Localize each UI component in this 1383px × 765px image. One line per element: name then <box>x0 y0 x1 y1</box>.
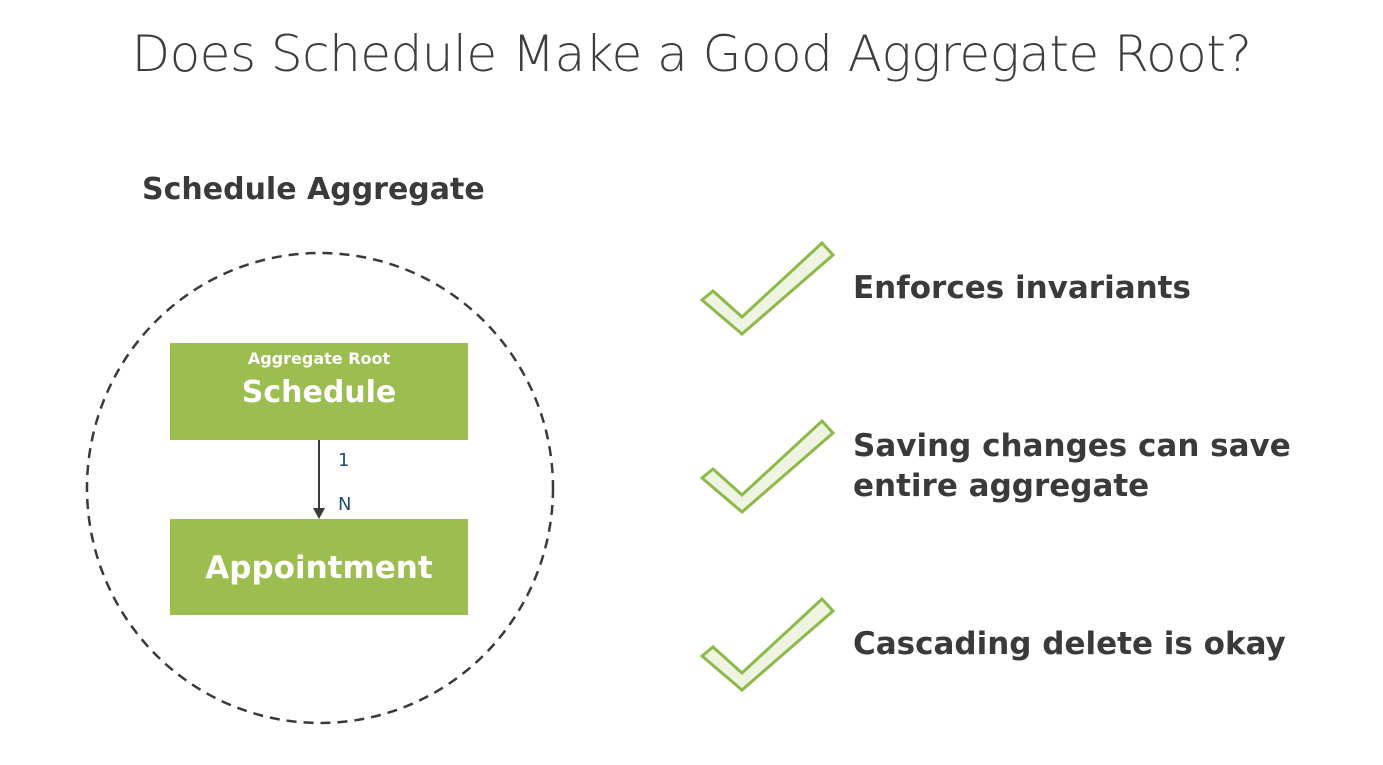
root-box-shape <box>170 343 468 440</box>
root-box-name: Schedule <box>242 375 397 410</box>
aggregate-diagram: Aggregate Root Schedule 1 N Appointment <box>85 251 555 725</box>
aggregate-root-box: Aggregate Root Schedule <box>170 343 468 440</box>
target-multiplicity: N <box>338 494 351 515</box>
slide-title: Does Schedule Make a Good Aggregate Root… <box>131 25 1252 83</box>
checklist-label-line1: Cascading delete is okay <box>853 626 1286 662</box>
checklist-label-line2: entire aggregate <box>853 468 1150 504</box>
child-box-name: Appointment <box>205 550 433 586</box>
checklist-item-cascading: Cascading delete is okay <box>700 594 1286 694</box>
checklist-item-invariants: Enforces invariants <box>700 238 1191 338</box>
aggregate-boundary-circle <box>85 251 555 725</box>
checkmark-icon <box>700 596 835 692</box>
checklist-label-line1: Enforces invariants <box>853 270 1191 306</box>
relationship-arrow: 1 N <box>313 440 351 519</box>
root-box-caption: Aggregate Root <box>248 349 391 368</box>
arrowhead-icon <box>313 508 325 519</box>
child-entity-box: Appointment <box>170 519 468 615</box>
checklist-item-saving: Saving changes can save entire aggregate <box>700 416 1291 516</box>
child-box-shape <box>170 519 468 615</box>
aggregate-label: Schedule Aggregate <box>142 172 485 207</box>
checkmark-icon <box>700 240 835 336</box>
checkmark-icon <box>700 418 835 514</box>
source-multiplicity: 1 <box>338 450 349 471</box>
checklist-label-line1: Saving changes can save <box>853 428 1291 464</box>
